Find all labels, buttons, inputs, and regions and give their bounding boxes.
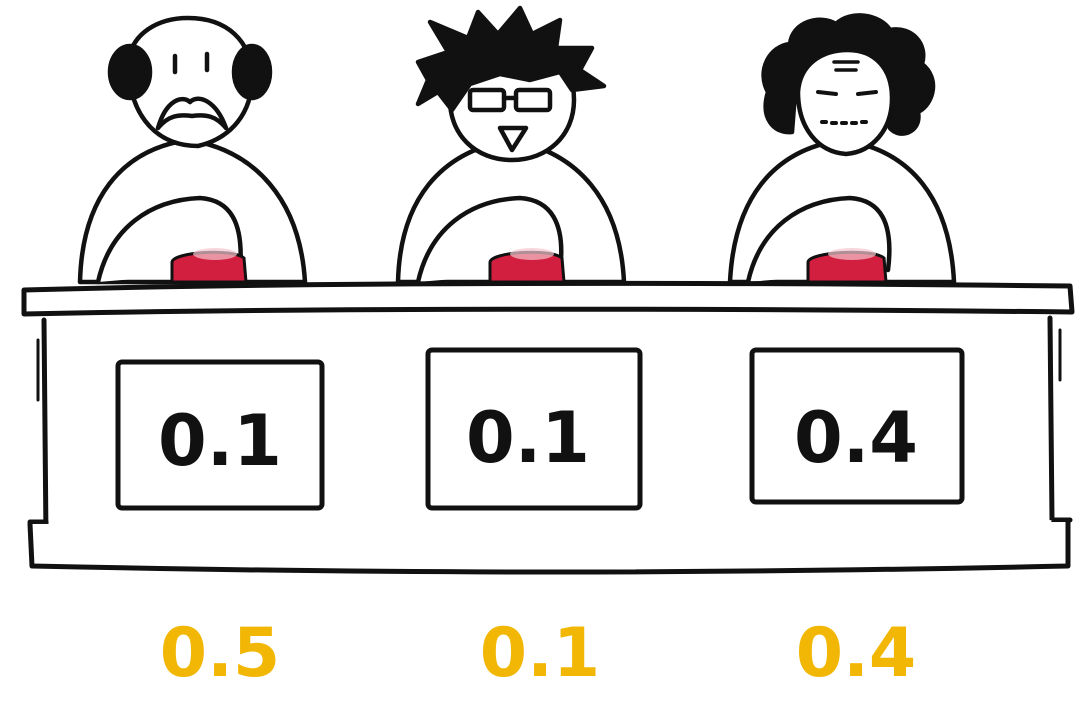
judge-curly-hair (727, 13, 957, 285)
judge-button-2 (488, 248, 566, 284)
judge-button-1 (170, 248, 248, 284)
below-score-1: 0.5 (160, 614, 280, 693)
score-panel-2: 0.1 (425, 347, 643, 511)
judge-bald-mustache (77, 15, 308, 285)
below-score-2: 0.1 (480, 614, 600, 693)
panel-score-2: 0.1 (466, 397, 590, 479)
score-panel-3: 0.4 (749, 347, 965, 505)
judge-button-3 (806, 248, 888, 284)
score-panel-1: 0.1 (115, 359, 325, 511)
below-score-3: 0.4 (796, 614, 916, 693)
judge-spiky-glasses (395, 5, 627, 285)
panel-score-3: 0.4 (794, 397, 918, 479)
panel-score-1: 0.1 (158, 400, 282, 482)
